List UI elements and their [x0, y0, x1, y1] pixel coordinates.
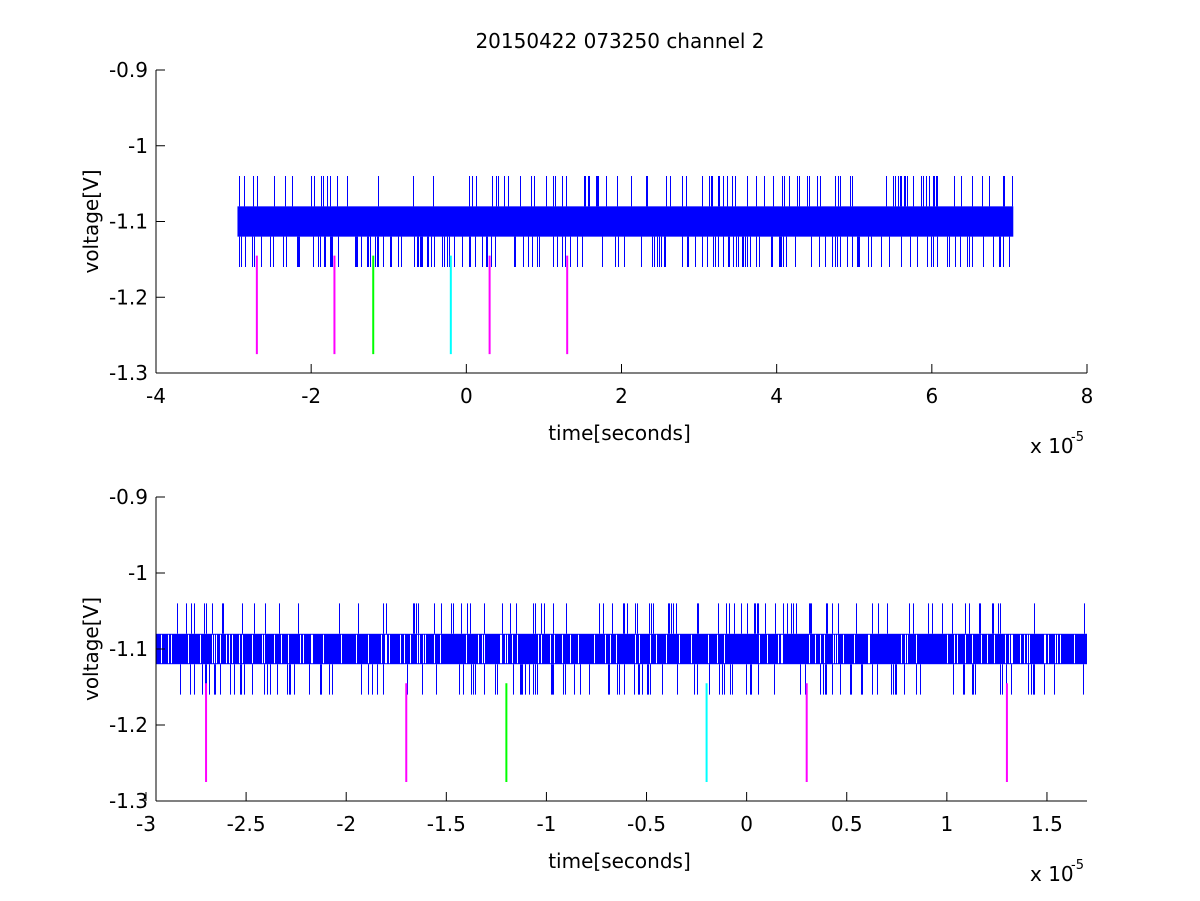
chart1-x-exponent: -5 — [1071, 858, 1084, 873]
chart0-x-axis-label: time[seconds] — [548, 421, 691, 445]
chart0-x-tick-label-3: 2 — [615, 384, 628, 408]
chart0-y-tick-label-0: -1.3 — [109, 361, 148, 385]
chart1-signal-spikes-high — [177, 603, 1085, 634]
chart0-x-tick-label-5: 6 — [925, 384, 938, 408]
chart1-x-tick-label-5: -0.5 — [627, 812, 666, 836]
chart1-y-tick-label-1: -1.2 — [109, 713, 148, 737]
chart1-y-tick-label-0: -1.3 — [109, 789, 148, 813]
chart0-x-tick-label-4: 4 — [770, 384, 783, 408]
chart0-y-tick-label-4: -0.9 — [109, 58, 148, 82]
chart1-x-tick-label-7: 0.5 — [831, 812, 863, 836]
chart0-signal-spikes-low — [239, 236, 1010, 267]
axes-bottom: -3 -2.5 -2 -1.5 -1 -0.5 0 0.5 1 1.5 -1.3 -1.2 -1.1 -1… — [79, 485, 1087, 886]
chart0-x-tick-label-6: 8 — [1081, 384, 1094, 408]
chart0-x-tick-label-2: 0 — [460, 384, 473, 408]
axes-top: -4 -2 0 2 4 6 8 -1.3 -1.2 -1.1 -1 -0.9 time[seconds]… — [79, 58, 1093, 458]
chart1-y-tick-label-3: -1 — [128, 561, 148, 585]
chart1-signal-series — [156, 603, 1087, 695]
chart1-y-tick-label-2: -1.1 — [109, 637, 148, 661]
chart1-signal-spikes-low — [180, 664, 1084, 695]
chart0-y-tick-label-2: -1.1 — [109, 210, 148, 234]
chart0-x-tick-label-1: -2 — [301, 384, 321, 408]
chart1-x-tick-label-6: 0 — [740, 812, 753, 836]
chart0-signal-series — [237, 176, 1014, 267]
chart1-x-axis-label: time[seconds] — [548, 849, 691, 873]
figure-title: 20150422 073250 channel 2 — [475, 29, 764, 53]
chart0-y-tick-label-3: -1 — [128, 134, 148, 158]
chart0-signal-spikes-high — [239, 176, 1013, 207]
chart0-x-exponent: -5 — [1071, 430, 1084, 445]
chart1-y-tick-label-4: -0.9 — [109, 485, 148, 509]
chart0-x-multiplier: x 10 — [1030, 434, 1074, 458]
chart0-y-tick-label-1: -1.2 — [109, 285, 148, 309]
chart1-x-tick-label-4: -1 — [536, 812, 556, 836]
chart1-x-tick-label-1: -2.5 — [227, 812, 266, 836]
chart0-x-tick-label-0: -4 — [146, 384, 166, 408]
chart1-x-tick-label-8: 1 — [940, 812, 953, 836]
chart1-x-tick-label-9: 1.5 — [1031, 812, 1063, 836]
chart1-x-tick-label-2: -2 — [336, 812, 356, 836]
chart1-x-tick-label-0: -3 — [136, 812, 156, 836]
chart1-y-axis-label: voltage[V] — [79, 597, 103, 701]
chart0-y-axis-label: voltage[V] — [79, 169, 103, 273]
chart1-x-multiplier: x 10 — [1030, 862, 1074, 886]
chart1-x-tick-label-3: -1.5 — [427, 812, 466, 836]
chart0-signal-band — [237, 206, 1014, 237]
